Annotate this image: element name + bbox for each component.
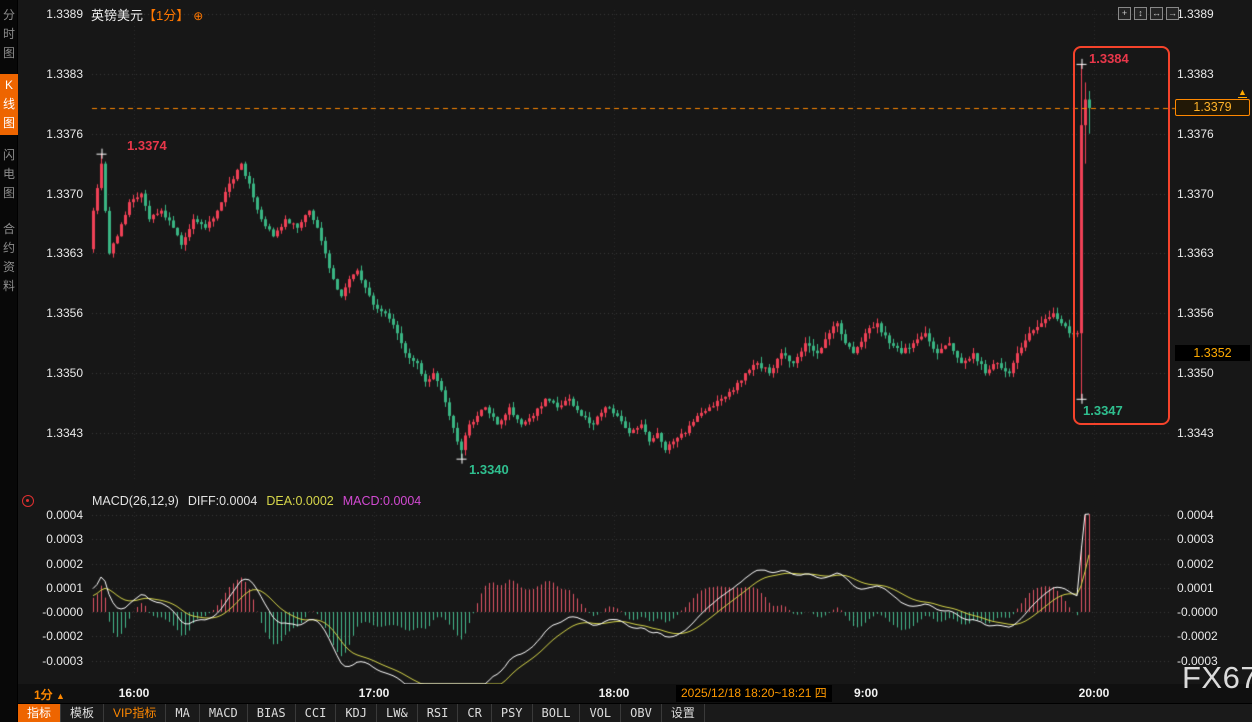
macd-header: MACD(26,12,9) DIFF:0.0004 DEA:0.0002 MACD:0… <box>92 494 430 508</box>
sidebar-tab-0[interactable]: 分时图 <box>2 8 15 60</box>
indicator-settings-icon[interactable] <box>22 495 34 507</box>
time-label: 9:00 <box>853 686 879 700</box>
fit-horizontal-axis-icon[interactable]: ↔ <box>1150 7 1163 20</box>
price-tick: 1.3363 <box>1177 246 1214 261</box>
price-marker-label: 1.3340 <box>469 461 509 477</box>
price-tick: 1.3376 <box>1177 126 1214 141</box>
price-tick: 1.3389 <box>1177 7 1214 21</box>
price-tick: 1.3383 <box>46 66 83 81</box>
fx678-watermark: FX678 <box>1182 660 1252 695</box>
current-price-label: 1.3379 <box>1175 99 1250 117</box>
price-marker-label: 1.3347 <box>1083 402 1123 418</box>
price-alert-arrow-icon[interactable]: ▲ <box>1238 87 1247 98</box>
price-tick: 1.3350 <box>46 366 83 381</box>
sidebar-tab-2[interactable]: 闪电图 <box>2 148 15 200</box>
macd-tick: -0.0003 <box>42 653 83 668</box>
period-tag: 【1分】 <box>143 8 190 23</box>
indicator-button-4[interactable]: MACD <box>200 704 248 722</box>
price-tick: 1.3376 <box>46 126 83 141</box>
macd-header-item: DIFF:0.0004 <box>187 494 258 508</box>
price-tick: 1.3350 <box>1177 366 1214 381</box>
indicator-button-2[interactable]: VIP指标 <box>104 704 167 722</box>
timeframe-badge[interactable]: 1分 ▲ <box>34 686 65 703</box>
chart-tool-icons: + ↕ ↔ → <box>1118 3 1182 21</box>
macd-tick: -0.0002 <box>42 629 83 644</box>
session-price-label: 1.3352 <box>1175 345 1250 362</box>
macd-header-item: MACD:0.0004 <box>342 494 422 508</box>
macd-tick: 0.0002 <box>46 556 83 571</box>
indicator-button-13[interactable]: VOL <box>580 704 622 722</box>
pan-right-icon[interactable]: → <box>1166 7 1179 20</box>
indicator-button-5[interactable]: BIAS <box>248 704 296 722</box>
macd-tick: -0.0002 <box>1177 629 1218 644</box>
price-tick: 1.3370 <box>46 186 83 201</box>
current-price-value: 1.3379 <box>1193 100 1232 115</box>
left-tab-bar: 分时图 K线图闪电图合约资料 <box>0 0 18 722</box>
add-overlay-icon[interactable]: ⊕ <box>193 9 204 23</box>
macd-tick: 0.0004 <box>1177 508 1214 522</box>
indicator-button-11[interactable]: PSY <box>492 704 533 722</box>
price-tick: 1.3383 <box>1177 66 1214 81</box>
indicator-button-6[interactable]: CCI <box>296 704 337 722</box>
indicator-button-12[interactable]: BOLL <box>533 704 581 722</box>
indicator-toolbar: 指标 模板 VIP指标 MA MACD BIAS CCI KDJ LW& RSI CR PSY BOLL… <box>18 703 1252 722</box>
macd-tick: 0.0004 <box>46 508 83 522</box>
indicator-button-8[interactable]: LW& <box>377 704 418 722</box>
time-axis: 1分 ▲ 16:00 17:00 18:00 9:00 20:00 2025/12/18… <box>0 684 1252 703</box>
macd-tick: -0.0000 <box>42 605 83 619</box>
time-label: 17:00 <box>358 686 390 700</box>
sidebar-tab-1[interactable]: K线图 <box>0 74 18 135</box>
sidebar-tab-3[interactable]: 合约资料 <box>2 222 15 293</box>
indicator-button-9[interactable]: RSI <box>418 704 459 722</box>
time-label: 20:00 <box>1078 686 1110 700</box>
fit-vertical-axis-icon[interactable]: ↕ <box>1134 7 1147 20</box>
price-tick: 1.3343 <box>1177 426 1214 440</box>
price-marker-label: 1.3384 <box>1089 50 1129 66</box>
indicator-button-14[interactable]: OBV <box>621 704 662 722</box>
timeframe-text: 1分 <box>34 688 53 702</box>
price-tick: 1.3356 <box>1177 306 1214 321</box>
macd-header-item: DEA:0.0002 <box>266 494 334 508</box>
price-marker-label: 1.3374 <box>127 137 167 153</box>
time-label: 18:00 <box>598 686 630 700</box>
price-tick: 1.3389 <box>46 7 83 21</box>
chart-title: 英镑美元【1分】 ⊕ <box>91 5 203 24</box>
spike-highlight-box <box>1073 46 1170 425</box>
macd-tick: 0.0003 <box>1177 532 1214 547</box>
time-label: 16:00 <box>118 686 150 700</box>
macd-tick: 0.0001 <box>1177 580 1214 595</box>
session-price-value: 1.3352 <box>1193 346 1232 361</box>
date-range-tooltip: 2025/12/18 18:20~18:21 四 <box>676 685 832 702</box>
indicator-button-15[interactable]: 设置 <box>662 704 705 722</box>
macd-header-item: MACD(26,12,9) <box>92 494 179 508</box>
macd-tick: -0.0003 <box>1177 653 1218 668</box>
symbol-name: 英镑美元 <box>91 8 144 23</box>
indicator-button-10[interactable]: CR <box>458 704 492 722</box>
macd-tick: 0.0003 <box>46 532 83 547</box>
price-tick: 1.3343 <box>46 426 83 440</box>
price-tick: 1.3363 <box>46 246 83 261</box>
timeframe-arrow-icon: ▲ <box>56 691 65 701</box>
indicator-button-7[interactable]: KDJ <box>336 704 378 722</box>
crosshair-icon[interactable]: + <box>1118 7 1131 20</box>
price-tick: 1.3356 <box>46 306 83 321</box>
indicator-button-3[interactable]: MA <box>166 704 200 722</box>
macd-tick: 0.0002 <box>1177 556 1214 571</box>
macd-tick: -0.0000 <box>1177 605 1218 619</box>
indicator-button-zhibiao[interactable]: 指标 <box>18 704 62 722</box>
indicator-button-1[interactable]: 模板 <box>61 704 105 722</box>
macd-tick: 0.0001 <box>46 580 83 595</box>
price-tick: 1.3370 <box>1177 186 1214 201</box>
